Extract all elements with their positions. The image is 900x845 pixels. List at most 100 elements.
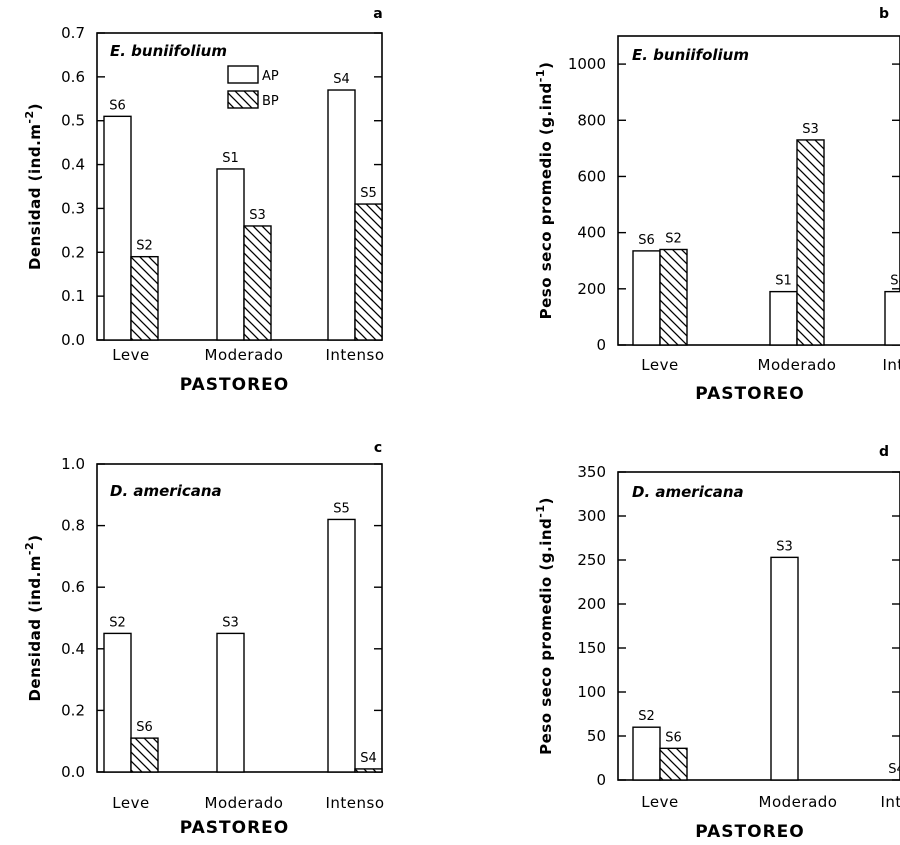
y-tick-label: 50 — [587, 727, 606, 745]
species-name: D. americana — [632, 483, 744, 501]
bar-label: S4 — [360, 751, 377, 766]
bar-label: S4 — [333, 72, 350, 87]
bar-label: S3 — [776, 539, 793, 554]
x-axis-label: PASTOREO — [180, 375, 290, 395]
bar-label: S2 — [665, 231, 682, 246]
y-tick-label: 1.0 — [61, 455, 85, 473]
bar-ap — [103, 115, 132, 341]
bar-bp — [130, 255, 159, 341]
bar-ap — [884, 290, 900, 346]
x-category-label: Leve — [641, 793, 678, 811]
legend-swatch-ap — [227, 65, 259, 84]
plot-frame — [617, 35, 900, 346]
y-tick-label: 0.2 — [61, 701, 85, 719]
panel-d: 0 50 100 150 200 250 300 350 Leve Moderado Intenso… — [534, 444, 900, 842]
bar-label: S6 — [638, 233, 655, 248]
y-tick-label: 600 — [577, 167, 606, 185]
y-tick-label: 0.3 — [61, 199, 85, 217]
x-category-label: Leve — [112, 794, 149, 812]
y-axis-label: Peso seco promedio (g.ind-1) — [534, 497, 555, 755]
y-tick-label: 100 — [577, 683, 606, 701]
y-tick-label: 0.6 — [61, 68, 85, 86]
bar-bp — [659, 248, 688, 346]
y-tick-label: 0.5 — [61, 112, 85, 130]
bar-label: S6 — [109, 98, 126, 113]
bar-bp — [796, 139, 825, 346]
bar-ap — [327, 89, 356, 341]
bar-label: S5 — [333, 501, 350, 516]
bar-bp — [354, 768, 383, 773]
y-tick-label: 1000 — [568, 55, 606, 73]
bar-ap — [632, 250, 661, 346]
x-axis-label: PASTOREO — [695, 384, 805, 404]
y-tick-label: 250 — [577, 551, 606, 569]
legend-swatch-bp — [227, 90, 259, 109]
y-tick-label: 0 — [596, 336, 606, 354]
legend-label-ap: AP — [262, 69, 279, 84]
y-tick-label: 0.1 — [61, 287, 85, 305]
x-category-label: Intenso — [880, 793, 900, 811]
y-tick-label: 150 — [577, 639, 606, 657]
species-name: E. buniifolium — [110, 42, 227, 60]
y-tick-label: 0.2 — [61, 243, 85, 261]
bar-ap — [216, 632, 245, 773]
species-name: D. americana — [110, 482, 222, 500]
bar-ap — [103, 632, 132, 773]
x-category-label: Moderado — [759, 793, 838, 811]
legend-label-bp: BP — [262, 94, 279, 109]
y-tick-label: 0.0 — [61, 763, 85, 781]
bar-label: S1 — [775, 274, 792, 289]
x-category-label: Moderado — [205, 794, 284, 812]
bar-ap — [770, 556, 799, 781]
x-category-label: Intenso — [882, 356, 900, 374]
bar-bp — [354, 203, 383, 341]
x-category-label: Leve — [112, 346, 149, 364]
y-tick-label: 0.8 — [61, 517, 85, 535]
bar-label: S2 — [136, 239, 153, 254]
y-tick-label: 200 — [577, 595, 606, 613]
x-category-label: Intenso — [325, 346, 384, 364]
bar-ap — [632, 726, 661, 781]
bar-label: S4 — [890, 274, 900, 289]
panel-c: 0.0 0.2 0.4 0.6 0.8 1.0 Leve Moderado Intenso S2 S… — [23, 440, 384, 838]
y-tick-label: 0.7 — [61, 24, 85, 42]
bar-label: S6 — [665, 730, 682, 745]
bar-label: S3 — [222, 615, 239, 630]
bar-label: S1 — [222, 151, 239, 166]
panel-letter: d — [879, 444, 889, 460]
bar-label: S2 — [638, 709, 655, 724]
x-category-label: Moderado — [205, 346, 284, 364]
y-tick-label: 0.4 — [61, 640, 85, 658]
y-axis-label: Peso seco promedio (g.ind-1) — [534, 62, 555, 320]
bar-ap — [327, 518, 356, 773]
bar-label: S3 — [249, 208, 266, 223]
bar-label: S6 — [136, 720, 153, 735]
y-tick-label: 0.4 — [61, 156, 85, 174]
y-tick-label: 200 — [577, 280, 606, 298]
x-category-label: Intenso — [325, 794, 384, 812]
y-tick-label: 300 — [577, 507, 606, 525]
panel-letter: a — [373, 6, 382, 22]
legend: AP BP — [227, 65, 279, 109]
bar-bp — [130, 737, 159, 773]
y-tick-label: 350 — [577, 463, 606, 481]
y-tick-label: 400 — [577, 224, 606, 242]
panel-b: 0 200 400 600 800 1000 Leve Moderado Intenso S6 S2… — [534, 6, 900, 404]
plot-frame — [617, 471, 900, 781]
bar-label: S2 — [109, 615, 126, 630]
bar-label: S5 — [360, 186, 377, 201]
y-tick-label: 0.0 — [61, 331, 85, 349]
y-tick-label: 0 — [596, 771, 606, 789]
x-category-label: Moderado — [758, 356, 837, 374]
bar-label: S4 — [888, 762, 900, 777]
x-category-label: Leve — [641, 356, 678, 374]
bar-ap — [769, 290, 798, 346]
bar-label: S3 — [802, 122, 819, 137]
bar-ap — [216, 168, 245, 341]
panel-a: 0.0 0.1 0.2 0.3 0.4 0.5 0.6 0.7 Leve Moderado Inte… — [23, 6, 384, 395]
x-axis-label: PASTOREO — [180, 818, 290, 838]
bar-bp — [243, 225, 272, 341]
y-tick-label: 800 — [577, 111, 606, 129]
y-tick-label: 0.6 — [61, 578, 85, 596]
